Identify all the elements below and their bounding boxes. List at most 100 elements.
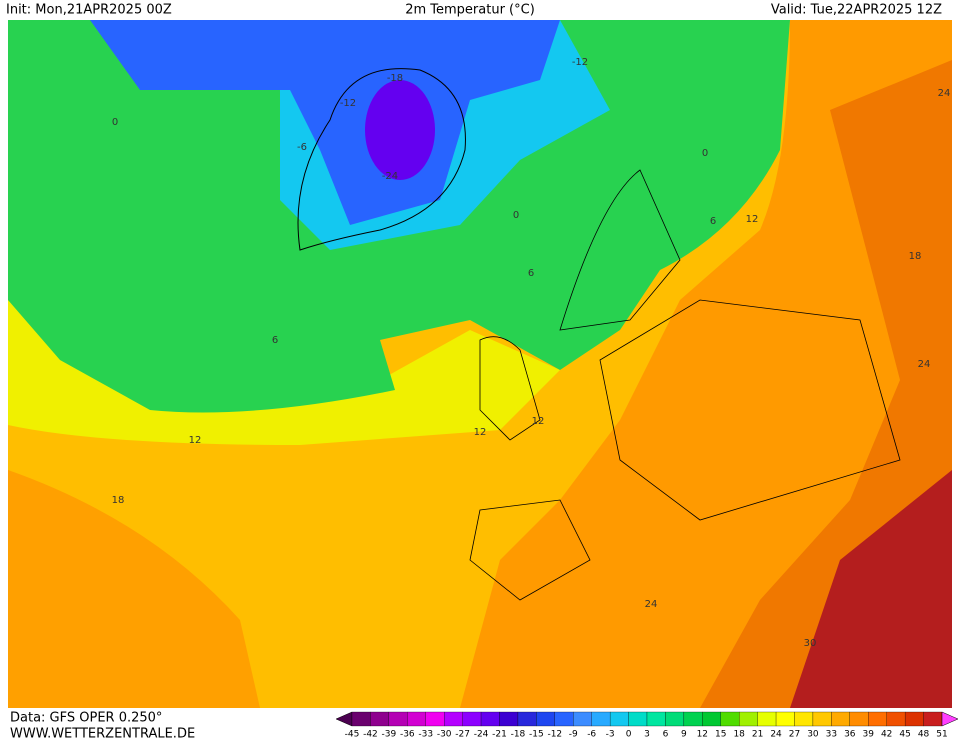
colorbar-label: -15 — [529, 730, 544, 740]
contour-label: 12 — [189, 435, 202, 446]
colorbar-label: 51 — [936, 730, 947, 740]
colorbar-box — [462, 711, 482, 727]
map-title: 2m Temperatur (°C) — [405, 3, 535, 18]
contour-label: 18 — [112, 495, 125, 506]
colorbar-box — [739, 711, 758, 727]
contour-label: 12 — [746, 214, 759, 225]
colorbar-box — [425, 711, 445, 727]
contour-label: 12 — [474, 427, 487, 438]
coastline — [297, 68, 466, 251]
contour-label: 24 — [938, 88, 951, 99]
colorbar-label: 12 — [697, 730, 708, 740]
colorbar-box — [757, 711, 777, 727]
colorbar-box — [904, 711, 924, 727]
colorbar-box — [886, 711, 906, 727]
valid-time: Valid: Tue,22APR2025 12Z — [771, 3, 942, 18]
colorbar-label: -18 — [511, 730, 526, 740]
colorbar: -45 -42 -39 -36 -33 -30 -27 -24 -21 -18 -15 -12 -9 -6… — [335, 711, 959, 740]
colorbar-box — [480, 711, 500, 727]
colorbar-label: 45 — [899, 730, 910, 740]
colorbar-box — [517, 711, 537, 727]
colorbar-label: -33 — [418, 730, 433, 740]
colorbar-box — [702, 711, 721, 727]
colorbar-label: -12 — [547, 730, 562, 740]
colorbar-label: -24 — [474, 730, 489, 740]
colorbar-box — [831, 711, 850, 727]
colorbar-box — [720, 711, 740, 727]
colorbar-box — [444, 711, 463, 727]
contour-label: 6 — [528, 268, 534, 279]
contour-label: 30 — [804, 638, 817, 649]
colorbar-label: 27 — [789, 730, 800, 740]
colorbar-label: 33 — [826, 730, 837, 740]
colorbar-box — [370, 711, 390, 727]
colorbar-box — [351, 711, 371, 727]
contour-label: -12 — [340, 98, 356, 109]
colorbar-box — [646, 711, 666, 727]
colorbar-label: -45 — [345, 730, 360, 740]
init-time: Init: Mon,21APR2025 00Z — [6, 3, 172, 18]
coastline — [469, 169, 901, 601]
colorbar-label: -36 — [400, 730, 415, 740]
colorbar-box — [923, 711, 943, 727]
temperature-field — [790, 470, 952, 708]
colorbar-box — [499, 711, 519, 727]
contour-label: 6 — [272, 335, 278, 346]
colorbar-label: 9 — [681, 730, 687, 740]
colorbar-label: 21 — [752, 730, 763, 740]
data-source: Data: GFS OPER 0.250° — [10, 711, 162, 726]
colorbar-arrow — [941, 711, 959, 727]
colorbar-label: 18 — [733, 730, 745, 740]
colorbar-box — [665, 711, 685, 727]
colorbar-box — [775, 711, 795, 727]
colorbar-label: -6 — [587, 730, 596, 740]
colorbar-box — [407, 711, 426, 727]
colorbar-label: 39 — [863, 730, 875, 740]
colorbar-box — [536, 711, 555, 727]
colorbar-label: 42 — [881, 730, 892, 740]
map: -18 -12 -6 -24 -12 0 0 0 6 12 6 6 12 12 12 18 18 24 24 24 30 — [8, 20, 952, 708]
colorbar-box — [554, 711, 574, 727]
colorbar-label: -39 — [382, 730, 397, 740]
contour-label: -24 — [382, 171, 398, 182]
colorbar-box — [591, 711, 611, 727]
contour-label: 24 — [645, 599, 658, 610]
colorbar-label: 48 — [918, 730, 930, 740]
colorbar-label: -30 — [437, 730, 452, 740]
contour-label: 6 — [710, 216, 716, 227]
colorbar-box — [628, 711, 648, 727]
colorbar-label: 3 — [644, 730, 650, 740]
colorbar-box — [849, 711, 869, 727]
contour-label: 0 — [702, 148, 708, 159]
contour-label: 0 — [112, 117, 118, 128]
colorbar-label: 6 — [663, 730, 669, 740]
temperature-field — [8, 470, 260, 708]
contour-label: 24 — [918, 359, 931, 370]
contour-label: -6 — [297, 142, 307, 153]
colorbar-label: 0 — [626, 730, 632, 740]
colorbar-label: -42 — [363, 730, 378, 740]
colorbar-box — [573, 711, 592, 727]
colorbar-label: -21 — [492, 730, 507, 740]
temperature-field — [365, 80, 435, 180]
temperature-field — [90, 20, 560, 225]
colorbar-box — [683, 711, 703, 727]
contour-label: -18 — [387, 73, 403, 84]
colorbar-box — [794, 711, 814, 727]
contour-label: 0 — [513, 210, 519, 221]
colorbar-label: 24 — [770, 730, 782, 740]
website: WWW.WETTERZENTRALE.DE — [10, 727, 195, 742]
colorbar-label: -3 — [606, 730, 615, 740]
contour-label: 12 — [532, 416, 545, 427]
colorbar-label: -9 — [569, 730, 578, 740]
contour-label: 18 — [909, 251, 922, 262]
colorbar-label: 15 — [715, 730, 726, 740]
colorbar-box — [388, 711, 408, 727]
contour-label: -12 — [572, 57, 588, 68]
colorbar-box — [609, 711, 629, 727]
colorbar-box — [868, 711, 887, 727]
colorbar-box — [812, 711, 832, 727]
colorbar-label: -27 — [455, 730, 470, 740]
colorbar-label: 36 — [844, 730, 856, 740]
